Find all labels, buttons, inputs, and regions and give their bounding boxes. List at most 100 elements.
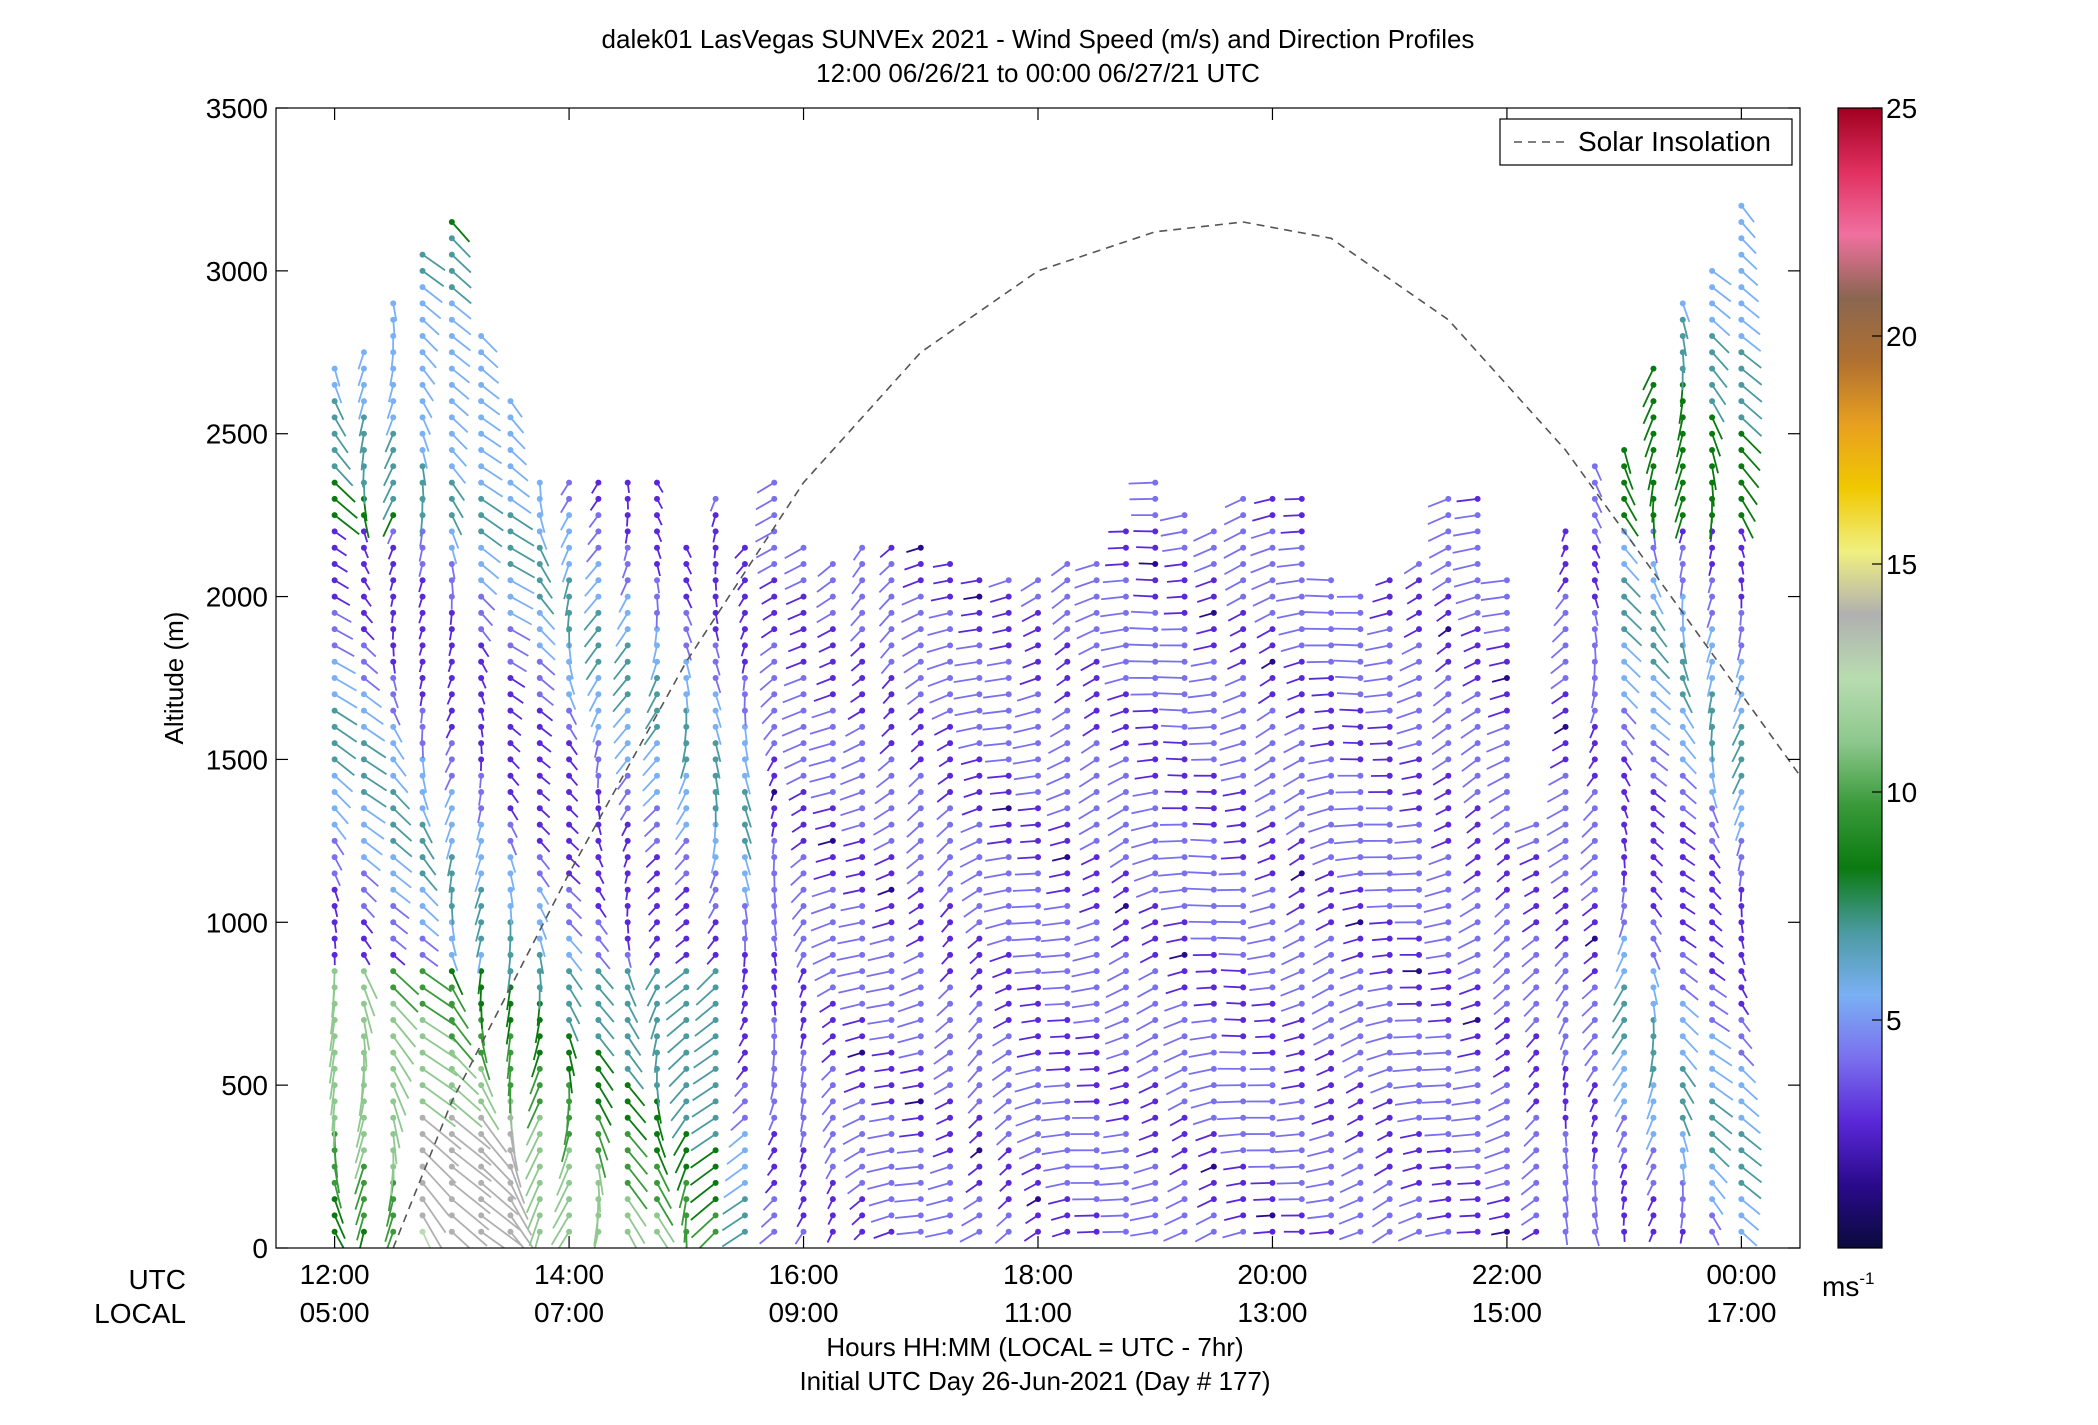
wind-point <box>917 642 924 649</box>
wind-barb <box>1131 1181 1156 1190</box>
wind-point <box>1621 1163 1628 1170</box>
wind-barb <box>896 1230 921 1236</box>
wind-point <box>1416 707 1422 714</box>
wind-barb <box>480 1133 511 1169</box>
wind-point <box>566 1163 573 1170</box>
wind-barb <box>480 563 500 580</box>
wind-barb <box>1252 595 1273 607</box>
wind-barb <box>1307 774 1332 782</box>
wind-point <box>1152 528 1159 535</box>
wind-point <box>507 561 514 567</box>
wind-point <box>536 1147 543 1154</box>
wind-barb <box>1106 791 1127 803</box>
x-axis-label: Hours HH:MM (LOCAL = UTC - 7hr) <box>826 1332 1243 1362</box>
wind-point <box>478 512 485 519</box>
wind-barb <box>421 319 440 336</box>
wind-point <box>1621 1098 1628 1105</box>
wind-point <box>448 528 455 535</box>
wind-point <box>536 903 543 909</box>
wind-point <box>1738 333 1745 339</box>
wind-point <box>1503 1131 1510 1137</box>
wind-barb <box>1304 611 1332 614</box>
wind-point <box>888 854 895 861</box>
wind-point <box>1064 1082 1071 1089</box>
wind-point <box>800 561 807 567</box>
wind-point <box>360 561 367 567</box>
wind-barb <box>1188 855 1214 859</box>
wind-point <box>1650 1147 1657 1154</box>
wind-point <box>1474 1000 1481 1007</box>
wind-barb <box>1740 1214 1760 1231</box>
wind-point <box>859 1049 866 1056</box>
wind-barb <box>698 1231 717 1248</box>
wind-barb <box>529 1068 541 1095</box>
wind-barb <box>1551 628 1567 643</box>
wind-point <box>1591 903 1598 909</box>
wind-point <box>771 626 778 633</box>
wind-barb <box>869 1035 892 1041</box>
wind-point <box>390 756 397 763</box>
wind-point <box>1621 984 1628 991</box>
wind-barb <box>1048 872 1068 879</box>
wind-point <box>1503 1114 1510 1121</box>
wind-point <box>741 675 748 681</box>
wind-point <box>1709 544 1716 551</box>
wind-point <box>1621 1017 1628 1023</box>
wind-barb <box>1105 986 1127 998</box>
wind-point <box>1357 1179 1364 1186</box>
wind-barb <box>507 954 512 975</box>
wind-point <box>448 1228 455 1235</box>
wind-point <box>741 609 748 616</box>
wind-barb <box>626 970 636 991</box>
wind-point <box>419 919 426 926</box>
wind-point <box>536 658 543 665</box>
wind-point <box>1093 723 1100 730</box>
wind-barb <box>1339 888 1361 895</box>
wind-point <box>536 675 543 681</box>
wind-barb <box>1339 970 1361 980</box>
wind-point <box>829 935 836 942</box>
wind-barb <box>934 1035 951 1050</box>
wind-barb <box>1074 579 1097 589</box>
wind-barb <box>480 1117 508 1153</box>
wind-point <box>507 430 514 437</box>
wind-point <box>1328 577 1335 584</box>
wind-barb <box>1678 401 1684 424</box>
wind-point <box>595 577 602 584</box>
wind-point <box>654 903 660 909</box>
wind-point <box>1240 528 1247 535</box>
wind-barb <box>1740 1068 1757 1084</box>
wind-point <box>507 837 514 844</box>
wind-point <box>390 528 397 535</box>
wind-point <box>1269 984 1276 991</box>
wind-point <box>771 837 778 844</box>
wind-point <box>800 691 807 698</box>
wind-barb <box>1681 335 1687 357</box>
wind-point <box>390 414 397 421</box>
wind-point <box>1474 707 1481 714</box>
wind-barb <box>1080 660 1098 672</box>
wind-point <box>1591 854 1598 861</box>
wind-point <box>1298 658 1305 665</box>
wind-point <box>829 577 836 584</box>
wind-barb <box>1422 1116 1449 1121</box>
wind-point <box>1709 1082 1716 1089</box>
wind-point <box>360 756 367 763</box>
wind-barb <box>868 1198 892 1207</box>
wind-barb <box>1157 692 1185 696</box>
wind-barb <box>744 840 752 860</box>
wind-point <box>976 1082 983 1089</box>
wind-point <box>976 821 983 828</box>
wind-point <box>1738 1098 1745 1105</box>
wind-point <box>1210 903 1217 909</box>
wind-point <box>1474 642 1481 649</box>
wind-barb <box>839 791 863 801</box>
wind-barb <box>363 726 386 742</box>
wind-point <box>1298 1017 1305 1023</box>
wind-point <box>1445 740 1452 747</box>
wind-barb <box>690 1214 717 1239</box>
wind-point <box>624 821 631 828</box>
wind-barb <box>963 905 980 918</box>
wind-point <box>478 886 485 893</box>
wind-point <box>771 479 778 486</box>
